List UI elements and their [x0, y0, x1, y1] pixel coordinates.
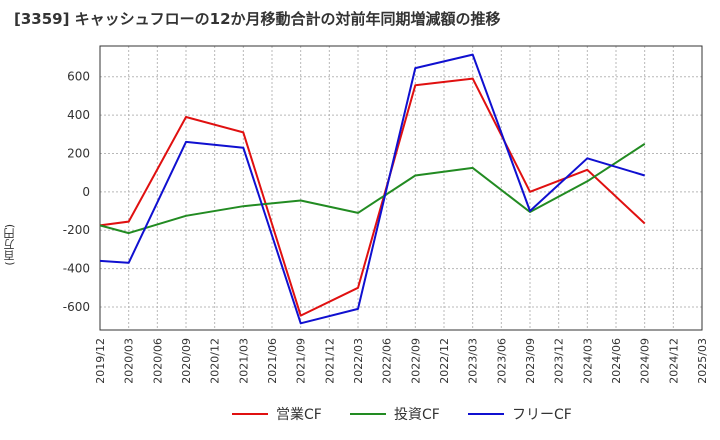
y-tick-label: 400 [67, 108, 90, 122]
x-axis-ticks: 2019/12 2020/03 2020/06 2020/09 2020/12 2021/… [94, 338, 709, 384]
x-tick-label: 2023/06 [495, 338, 508, 384]
grid-lines [100, 46, 702, 330]
x-tick-label: 2022/03 [352, 338, 365, 384]
y-tick-label: -400 [63, 262, 90, 276]
x-tick-label: 2023/09 [524, 338, 537, 384]
x-tick-label: 2023/03 [467, 338, 480, 384]
x-tick-label: 2020/06 [151, 338, 164, 384]
series-line-2 [99, 53, 645, 325]
plot-frame [99, 45, 703, 331]
x-tick-label: 2021/12 [323, 338, 336, 384]
x-tick-label: 2025/03 [696, 338, 709, 384]
x-tick-label: 2022/09 [409, 338, 422, 384]
x-tick-label: 2024/06 [610, 338, 623, 384]
y-tick-label: 600 [67, 70, 90, 84]
x-tick-label: 2020/09 [180, 338, 193, 384]
x-tick-label: 2024/09 [639, 338, 652, 384]
series-line-0 [99, 77, 646, 317]
series-line-1 [99, 143, 646, 235]
x-tick-label: 2021/09 [295, 338, 308, 384]
x-tick-label: 2020/03 [123, 338, 136, 384]
x-tick-label: 2019/12 [94, 338, 107, 384]
y-axis-ticks: -600 -400 -200 0 200 400 600 [63, 70, 90, 314]
legend: 営業CF 投資CF フリーCF [232, 407, 572, 423]
x-tick-label: 2020/12 [209, 338, 222, 384]
x-tick-label: 2021/03 [237, 338, 250, 384]
x-tick-label: 2022/12 [438, 338, 451, 384]
x-tick-label: 2024/12 [667, 338, 680, 384]
legend-label-1: 投資CF [394, 407, 440, 423]
chart-title: [3359] キャッシュフローの12か月移動合計の対前年同期増減額の推移 [14, 10, 501, 28]
y-tick-label: -200 [63, 223, 90, 237]
y-tick-label: 0 [82, 185, 90, 199]
legend-label-0: 営業CF [276, 407, 322, 423]
legend-label-2: フリーCF [512, 407, 572, 423]
series-lines [99, 53, 646, 325]
y-tick-label: 200 [67, 146, 90, 160]
x-tick-label: 2024/03 [581, 338, 594, 384]
x-tick-label: 2021/06 [266, 338, 279, 384]
x-tick-label: 2023/12 [553, 338, 566, 384]
x-tick-label: 2022/06 [381, 338, 394, 384]
y-tick-label: -600 [63, 300, 90, 314]
